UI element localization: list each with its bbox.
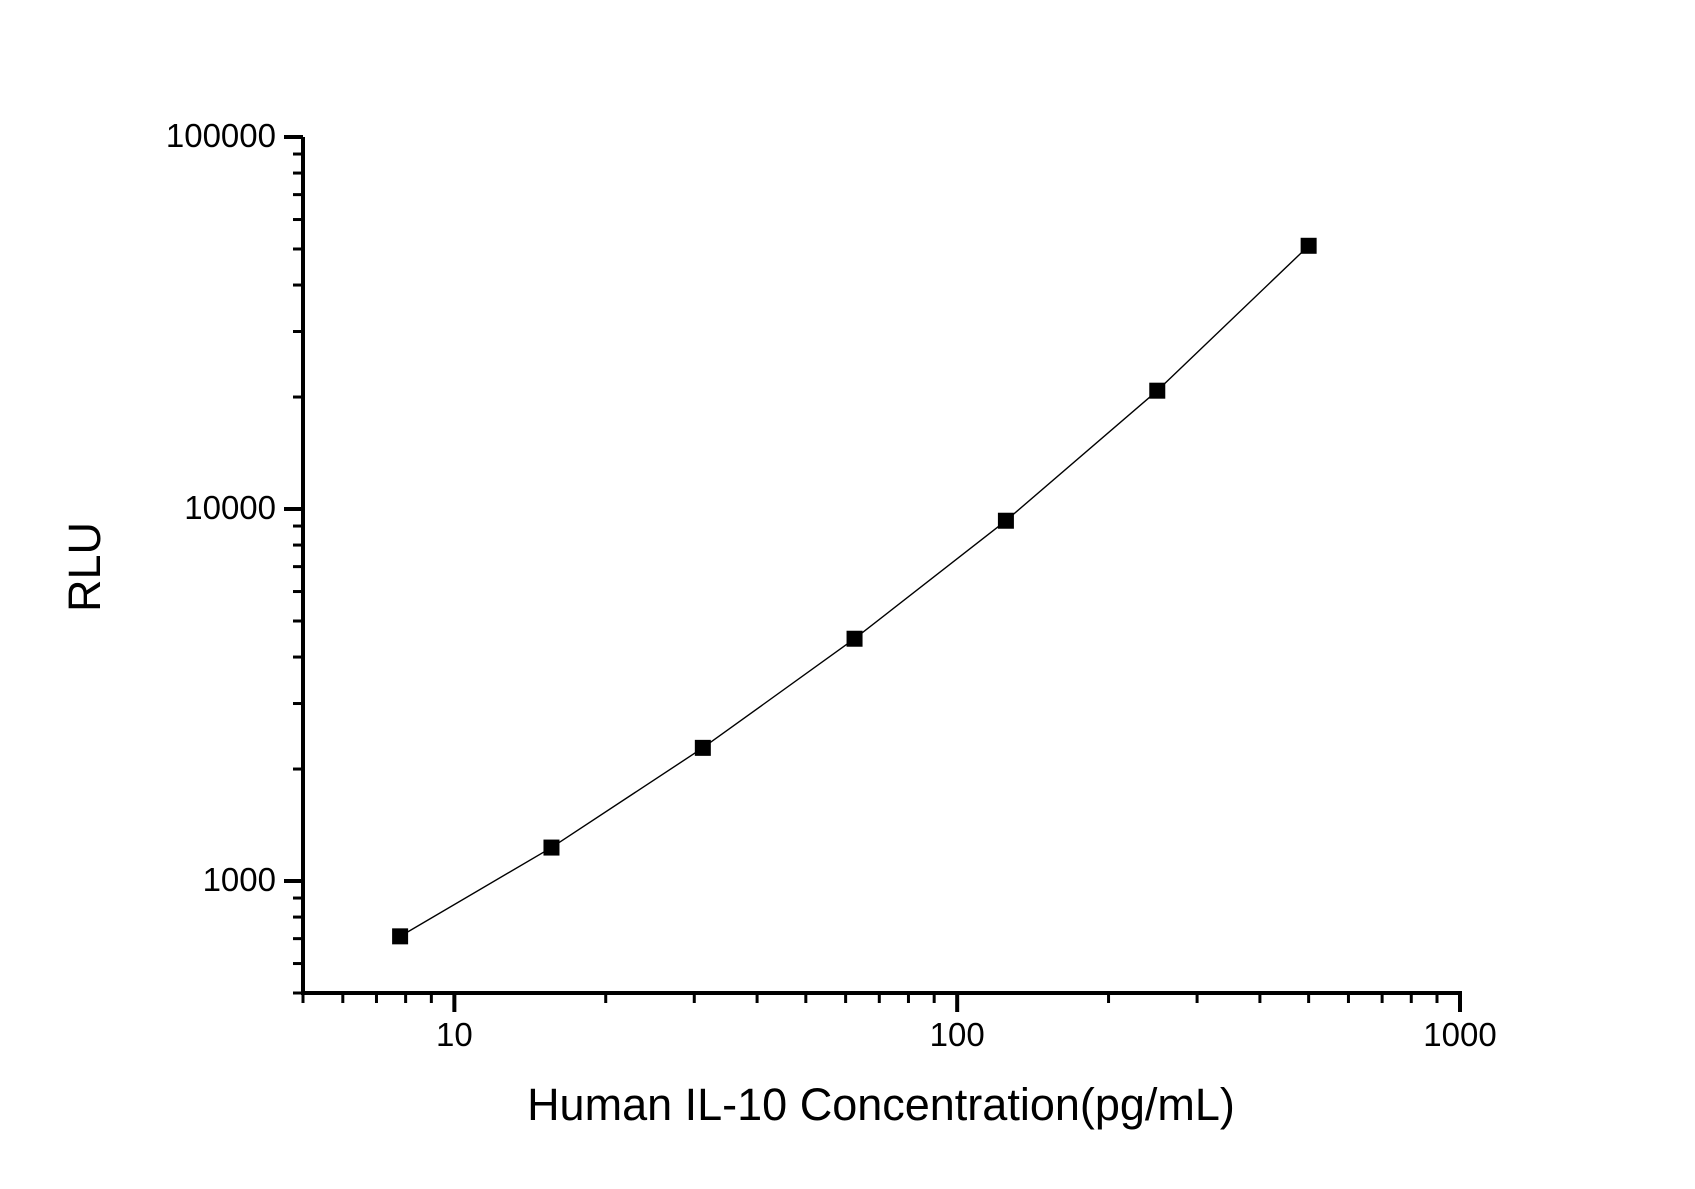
x-tick-label: 10 [436, 1016, 473, 1053]
data-point-marker [392, 928, 409, 945]
y-tick-label: 100000 [166, 117, 276, 154]
data-series [392, 237, 1317, 945]
data-point-marker [1300, 237, 1317, 254]
x-axis-title: Human IL-10 Concentration(pg/mL) [527, 1079, 1235, 1130]
y-axis-title: RLU [59, 522, 110, 612]
data-point-marker [543, 839, 560, 856]
data-point-marker [694, 739, 711, 756]
tick-labels: 10 100 1000 1000 10000 100000 [166, 117, 1497, 1053]
y-tick-label: 10000 [184, 489, 276, 526]
x-tick-label: 1000 [1423, 1016, 1496, 1053]
data-point-marker [997, 512, 1014, 529]
axis-ticks [284, 135, 1462, 1012]
data-point-marker [1149, 382, 1166, 399]
y-tick-label: 1000 [203, 861, 276, 898]
data-point-marker [846, 630, 863, 647]
series-line [399, 245, 1310, 937]
x-tick-label: 100 [930, 1016, 985, 1053]
